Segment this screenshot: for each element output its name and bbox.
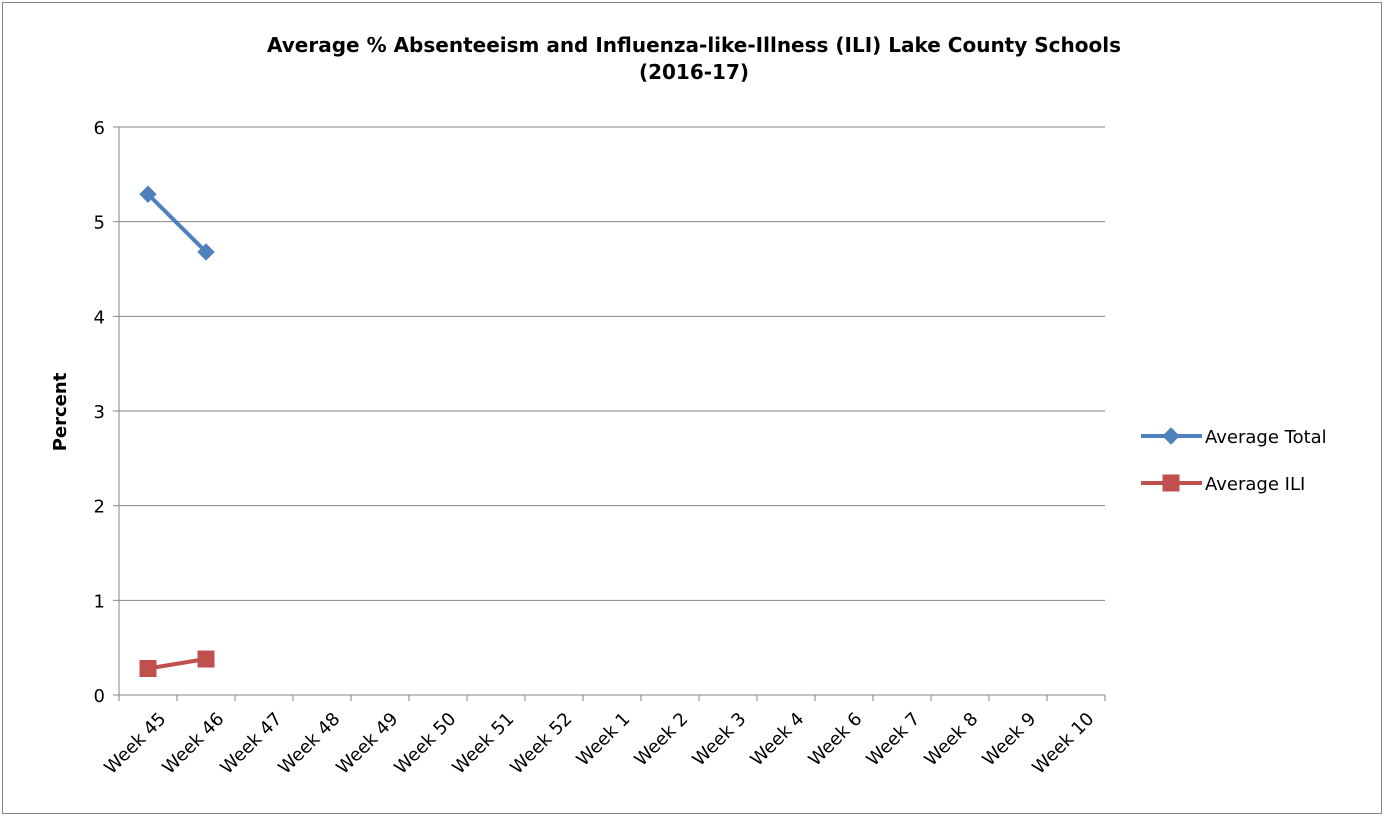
series-line bbox=[146, 192, 208, 254]
x-tick-label: Week 8 bbox=[921, 709, 983, 771]
x-tick-label: Week 10 bbox=[1028, 709, 1098, 779]
legend-label: Average ILI bbox=[1205, 474, 1305, 495]
y-tick-label: 2 bbox=[94, 497, 105, 518]
x-tick-label: Week 49 bbox=[332, 709, 402, 779]
axes bbox=[113, 126, 1106, 701]
x-tick-label: Week 52 bbox=[506, 709, 576, 779]
x-tick-label: Week 7 bbox=[863, 709, 925, 771]
y-tick-label: 3 bbox=[94, 402, 105, 423]
x-tick-label: Week 6 bbox=[805, 709, 867, 771]
data-point bbox=[197, 243, 215, 261]
x-tick-label: Week 50 bbox=[390, 709, 460, 779]
gridlines bbox=[119, 126, 1105, 601]
x-tick-label: Week 51 bbox=[448, 709, 518, 779]
data-point bbox=[139, 185, 157, 203]
legend: Average Total Average ILI bbox=[1141, 427, 1327, 495]
legend-item: Average ILI bbox=[1141, 474, 1305, 495]
series-average-ili bbox=[139, 650, 215, 677]
y-tick-label: 5 bbox=[94, 213, 105, 234]
legend-swatch-marker bbox=[1162, 474, 1180, 492]
series bbox=[139, 185, 215, 677]
data-point bbox=[139, 659, 157, 677]
y-tick-label: 6 bbox=[94, 118, 105, 139]
y-tick-label: 1 bbox=[94, 591, 105, 612]
legend-item: Average Total bbox=[1141, 427, 1327, 448]
x-tick-label: Week 45 bbox=[100, 709, 170, 779]
chart-title-line: Average % Absenteeism and Influenza-like… bbox=[267, 33, 1121, 57]
x-tick-label: Week 4 bbox=[747, 709, 809, 771]
x-tick-label: Week 2 bbox=[631, 709, 693, 771]
legend-swatch-marker bbox=[1162, 427, 1180, 445]
chart-title: Average % Absenteeism and Influenza-like… bbox=[267, 33, 1121, 84]
chart-title-line: (2016-17) bbox=[639, 60, 749, 84]
y-axis-title: Percent bbox=[50, 372, 71, 451]
y-tick-labels: 0 1 2 3 4 5 6 bbox=[94, 118, 105, 707]
x-tick-label: Week 46 bbox=[158, 709, 228, 779]
x-tick-label: Week 47 bbox=[216, 709, 286, 779]
legend-label: Average Total bbox=[1205, 427, 1327, 448]
x-tick-label: Week 3 bbox=[689, 709, 751, 771]
series-line bbox=[147, 657, 207, 671]
x-tick-label: Week 1 bbox=[573, 709, 635, 771]
y-tick-label: 0 bbox=[94, 686, 105, 707]
x-tick-label: Week 48 bbox=[274, 709, 344, 779]
series-average-total bbox=[139, 185, 215, 261]
data-point bbox=[197, 650, 215, 668]
y-tick-label: 4 bbox=[94, 307, 105, 328]
